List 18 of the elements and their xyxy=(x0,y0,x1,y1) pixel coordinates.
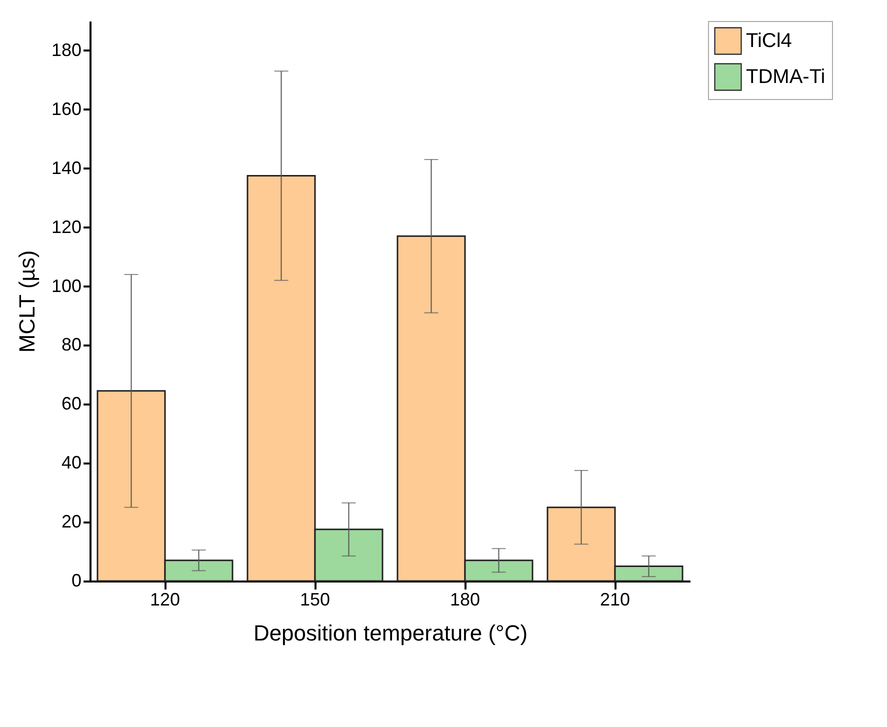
y-axis-title: MCLT (µs) xyxy=(14,250,40,353)
x-tick-label: 150 xyxy=(300,590,330,610)
y-tick-label: 140 xyxy=(51,158,82,178)
x-tick-label: 210 xyxy=(600,590,630,610)
y-tick-label: 20 xyxy=(61,512,82,532)
legend-label: TDMA-Ti xyxy=(746,66,826,88)
y-tick-label: 0 xyxy=(71,570,82,590)
y-tick-label: 100 xyxy=(51,276,82,296)
y-tick-label: 40 xyxy=(61,452,82,473)
y-tick-label: 120 xyxy=(51,216,82,237)
x-axis-title: Deposition temperature (°C) xyxy=(253,620,528,646)
y-tick-label: 80 xyxy=(61,334,82,355)
x-tick-label: 180 xyxy=(450,590,480,610)
y-tick-label: 60 xyxy=(61,394,82,414)
y-tick-label: 160 xyxy=(51,98,82,119)
y-tick-label: 180 xyxy=(51,40,82,60)
x-tick-label: 120 xyxy=(150,590,180,610)
legend-label: TiCl4 xyxy=(746,30,792,52)
